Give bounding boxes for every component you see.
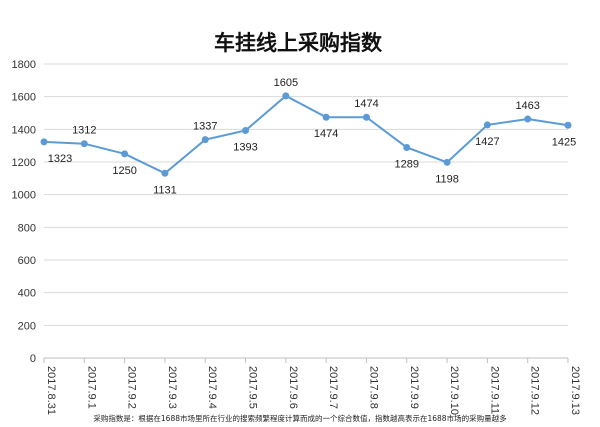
- data-point: [403, 143, 411, 151]
- data-label: 1312: [72, 125, 96, 137]
- data-label: 1425: [552, 136, 576, 148]
- data-label: 1605: [274, 77, 298, 89]
- x-tick-label: 2017.9.10: [448, 366, 460, 415]
- y-tick-label: 1000: [12, 190, 36, 202]
- data-point: [201, 136, 209, 144]
- y-tick-label: 1800: [12, 59, 36, 71]
- y-tick-label: 1200: [12, 157, 36, 169]
- data-label: 1427: [475, 136, 499, 148]
- data-label: 1474: [314, 128, 338, 140]
- data-point: [80, 140, 88, 148]
- series-layer: [40, 92, 572, 177]
- data-label: 1289: [395, 158, 419, 170]
- data-label: 1463: [515, 100, 539, 112]
- x-tick-label: 2017.9.11: [488, 366, 500, 414]
- data-point: [242, 126, 250, 134]
- x-tick-label: 2017.9.7: [327, 366, 339, 409]
- x-tick-label: 2017.9.2: [126, 366, 138, 409]
- x-tick-label: 2017.9.3: [166, 366, 178, 409]
- data-point: [121, 150, 129, 158]
- data-label: 1323: [48, 153, 72, 165]
- data-label: 1250: [112, 165, 136, 177]
- data-point: [524, 115, 532, 123]
- y-tick-label: 1600: [12, 92, 36, 104]
- data-label: 1198: [435, 173, 459, 185]
- data-point: [483, 121, 491, 129]
- data-point: [282, 92, 290, 100]
- chart-title: 车挂线上采购指数: [214, 31, 383, 55]
- x-tick-label: 2017.9.8: [367, 366, 379, 409]
- grid-layer: [44, 63, 568, 359]
- x-tick-label: 2017.9.6: [287, 366, 299, 409]
- data-point: [443, 158, 451, 166]
- y-tick-label: 1400: [12, 124, 36, 136]
- x-tick-label: 2017.9.9: [408, 366, 420, 409]
- y-axis: 0 200 400 600 800 1000 1200 1400 1600 1800: [12, 59, 36, 365]
- x-tick-label: 2017.9.5: [247, 366, 259, 409]
- data-point: [564, 121, 572, 129]
- data-label: 1393: [233, 141, 257, 153]
- y-tick-label: 600: [18, 255, 36, 267]
- data-label: 1337: [193, 121, 217, 133]
- data-point: [362, 113, 370, 121]
- x-tick-label: 2017.9.1: [85, 366, 97, 409]
- data-point: [40, 138, 48, 146]
- y-tick-label: 200: [18, 320, 36, 332]
- x-tick-label: 2017.8.31: [45, 366, 57, 415]
- x-tick-label: 2017.9.13: [569, 366, 581, 415]
- y-tick-label: 400: [18, 288, 36, 300]
- x-axis: 2017.8.31 2017.9.1 2017.9.2 2017.9.3 2017.9.…: [43, 358, 581, 415]
- data-label: 1131: [153, 184, 177, 196]
- data-label: 1474: [354, 98, 378, 110]
- data-point: [161, 169, 169, 177]
- data-point: [322, 113, 330, 121]
- data-labels: 1323 1312 1250 1131 1337 1393 1605 1474 1474 1289…: [48, 77, 576, 196]
- y-tick-label: 0: [30, 353, 36, 365]
- footnote: 采购指数是：根据在1688市场里所在行业的搜索频繁程度计算而成的一个综合数值，指…: [93, 413, 507, 423]
- x-tick-label: 2017.9.12: [529, 366, 541, 415]
- y-tick-label: 800: [18, 222, 36, 234]
- series-line: [43, 94, 569, 175]
- x-tick-label: 2017.9.4: [206, 366, 218, 409]
